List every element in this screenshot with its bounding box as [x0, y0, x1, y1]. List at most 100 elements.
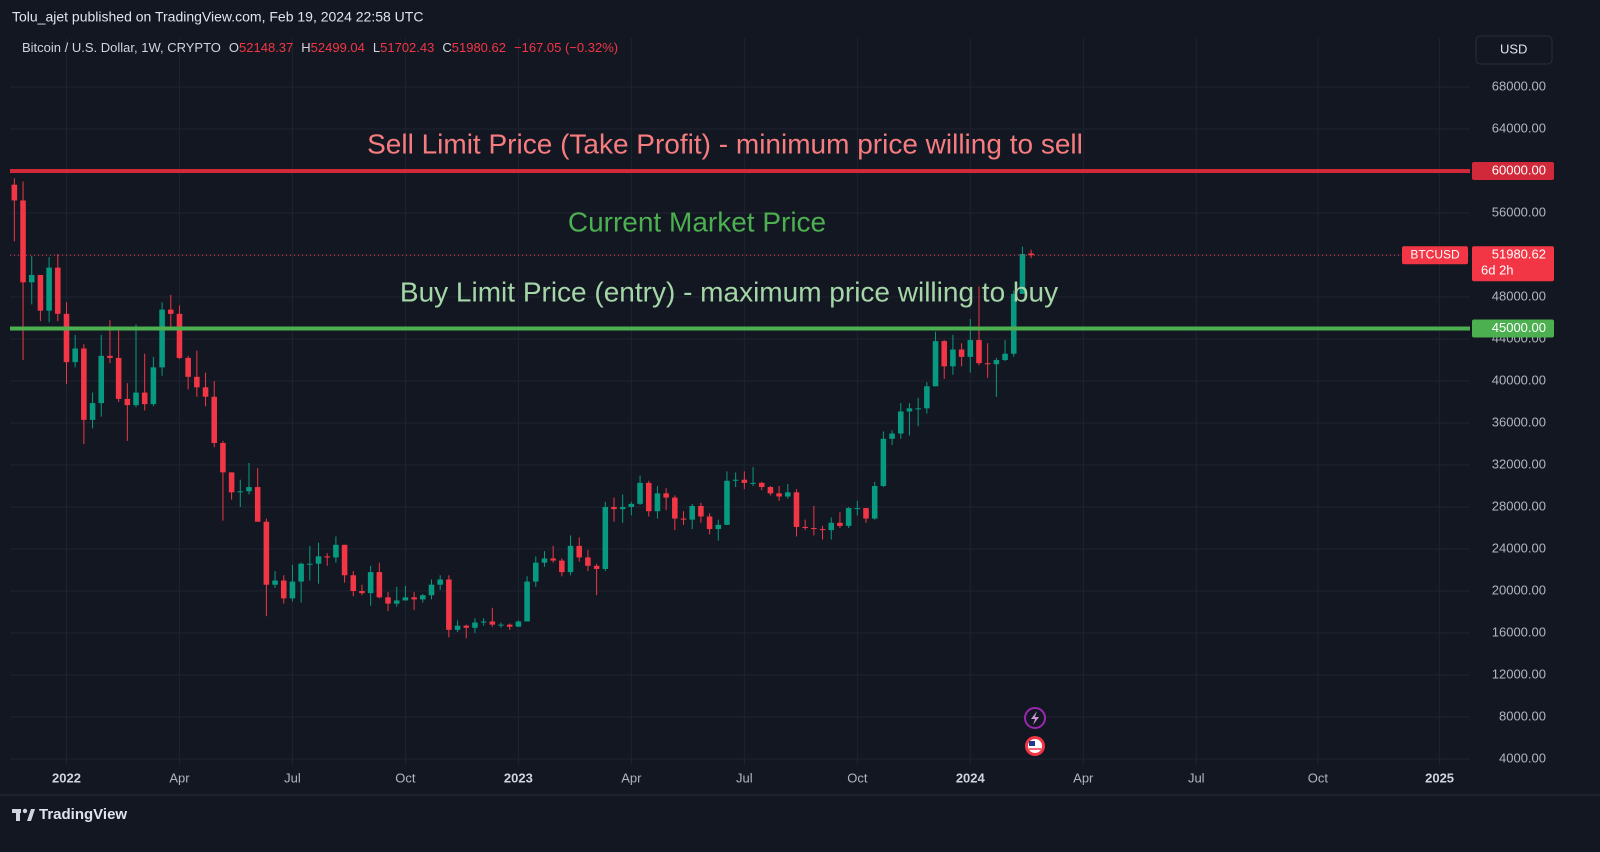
candle-body — [915, 408, 921, 410]
y-tick-label: 36000.00 — [1492, 414, 1546, 429]
candle-body — [506, 624, 513, 627]
candle-body — [532, 562, 539, 582]
candle-body — [611, 507, 617, 510]
candle-body — [480, 621, 487, 623]
ohlc-key: O — [229, 40, 239, 55]
price-line-label: 60000.00 — [1492, 162, 1546, 177]
candle-body — [559, 560, 565, 573]
ohlc-key: H — [301, 40, 310, 55]
candle-body — [993, 360, 1000, 365]
candle-body — [237, 491, 244, 493]
candle-body — [785, 492, 791, 497]
candle-body — [46, 267, 52, 311]
candle-body — [463, 625, 470, 628]
candle-body — [637, 482, 643, 504]
candle-body — [724, 480, 730, 525]
x-tick-label: Jul — [1188, 770, 1205, 785]
candle-body — [89, 403, 96, 420]
y-tick-label: 32000.00 — [1492, 456, 1546, 471]
y-tick-label: 48000.00 — [1492, 288, 1546, 303]
candle-body — [967, 340, 974, 357]
candle-body — [37, 274, 44, 311]
candle-body — [107, 355, 113, 358]
candle-body — [393, 600, 400, 604]
x-tick-label: 2023 — [504, 770, 533, 785]
candle-body — [854, 508, 861, 510]
ohlc-value: 52148.37 — [239, 40, 293, 55]
candle-body — [402, 597, 409, 601]
candle-body — [758, 482, 765, 488]
candle-body — [515, 621, 522, 627]
candle-body — [906, 408, 913, 412]
candle-body — [194, 376, 200, 388]
symbol-legend: Bitcoin / U.S. Dollar, 1W, CRYPTO O52148.… — [22, 40, 618, 55]
annotation: Current Market Price — [568, 206, 826, 237]
y-tick-label: 4000.00 — [1499, 750, 1546, 765]
annotation: Buy Limit Price (entry) - maximum price … — [400, 276, 1058, 307]
ohlc-value: 52499.04 — [311, 40, 365, 55]
brand-logo — [12, 808, 35, 821]
candle-body — [715, 524, 722, 530]
candle-body — [263, 521, 270, 585]
candle-body — [81, 348, 87, 420]
candle-body — [489, 621, 496, 625]
candle-body — [446, 579, 452, 630]
candle-body — [976, 340, 982, 364]
candle-body — [1002, 353, 1008, 361]
x-tick-label: Oct — [847, 770, 868, 785]
candle-body — [420, 595, 426, 600]
candle-body — [324, 556, 330, 558]
candle-body — [63, 313, 70, 363]
currency-button[interactable] — [1475, 35, 1553, 65]
candle-body — [159, 309, 165, 368]
candle-body — [602, 507, 609, 569]
candle-body — [280, 580, 287, 599]
y-tick-label: 28000.00 — [1492, 498, 1546, 513]
candle-body — [498, 624, 504, 626]
last-price-tag — [1472, 246, 1554, 282]
change-value: −167.05 (−0.32%) — [514, 40, 618, 55]
candle-body — [698, 505, 704, 517]
candle-body — [619, 507, 626, 510]
candle-body — [185, 357, 191, 377]
currency-label[interactable]: USD — [1500, 41, 1527, 56]
candle-body — [741, 479, 748, 483]
candle-body — [472, 622, 478, 628]
candle-body — [593, 565, 600, 569]
candle-body — [819, 529, 826, 531]
ohlc-value: 51980.62 — [452, 40, 506, 55]
candle-body — [645, 482, 652, 512]
candle-body — [246, 487, 252, 492]
ohlc-key: L — [373, 40, 380, 55]
candle-body — [941, 341, 948, 367]
candle-body — [950, 349, 956, 367]
candle-body — [837, 522, 843, 526]
candle-body — [315, 556, 322, 564]
candle-body — [176, 313, 183, 358]
candle-body — [167, 309, 174, 314]
candle-body — [350, 575, 357, 592]
candle-body — [124, 398, 131, 406]
y-tick-label: 56000.00 — [1492, 204, 1546, 219]
candles — [11, 178, 1034, 639]
x-tick-label: Apr — [169, 770, 190, 785]
candle-body — [767, 487, 774, 494]
candle-body — [428, 584, 435, 596]
candle-body — [654, 493, 661, 512]
y-tick-label: 68000.00 — [1492, 78, 1546, 93]
event-icons — [1024, 707, 1046, 756]
candle-body — [1028, 253, 1034, 256]
publish-note: Tolu_ajet published on TradingView.com, … — [12, 9, 423, 25]
candle-body — [689, 505, 695, 520]
candle-body — [115, 357, 122, 399]
candle-body — [1010, 293, 1017, 354]
candle-body — [845, 508, 852, 526]
candle-body — [880, 438, 887, 487]
price-line-tag — [1472, 162, 1554, 181]
candle-body — [897, 411, 904, 434]
y-tick-label: 12000.00 — [1492, 666, 1546, 681]
candle-body — [228, 472, 235, 493]
candle-body — [776, 493, 782, 497]
